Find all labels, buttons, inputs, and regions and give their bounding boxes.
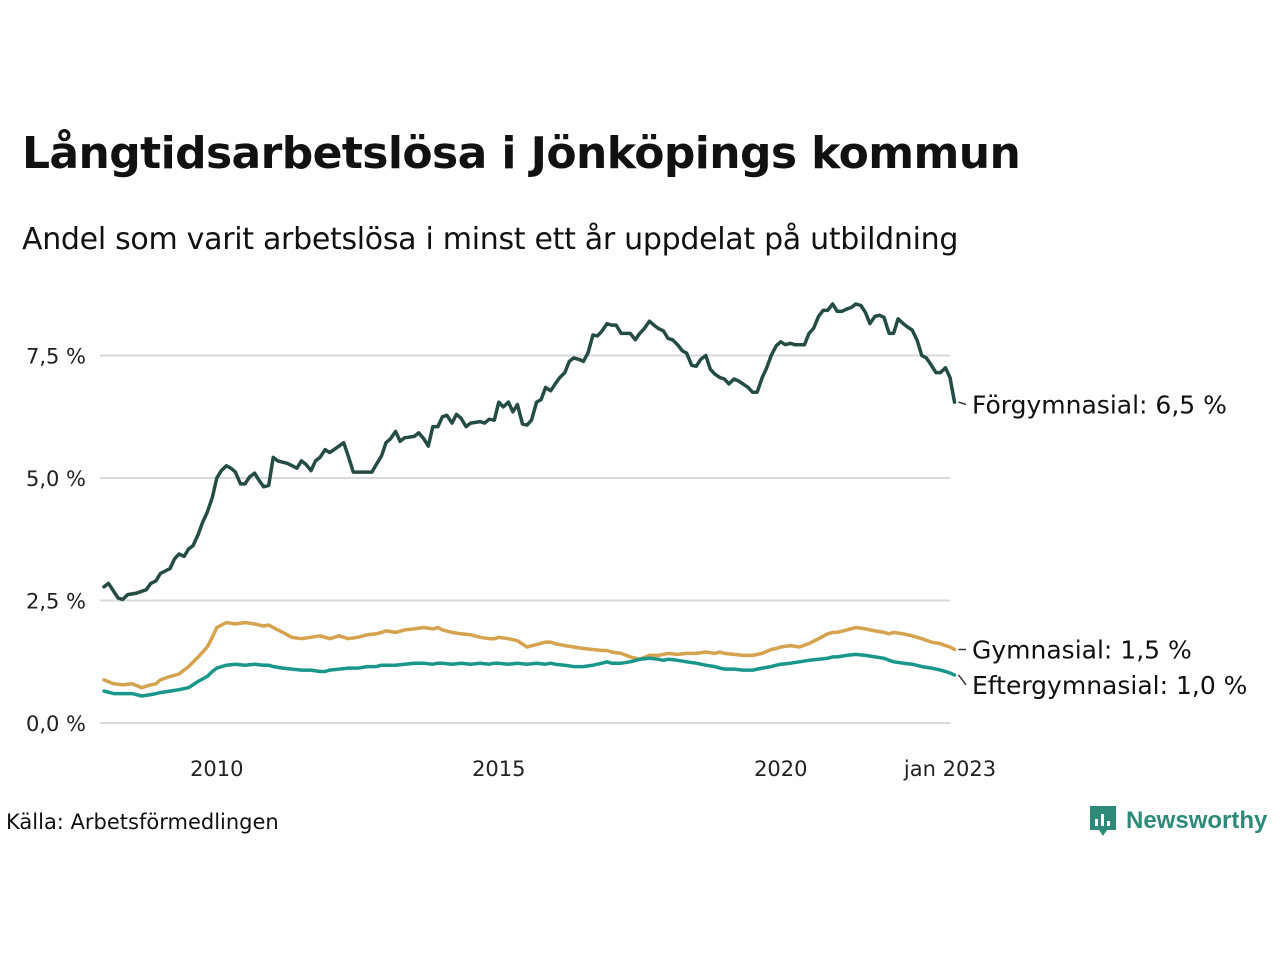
series-label: Gymnasial: 1,5 % (972, 636, 1192, 665)
source-note: Källa: Arbetsförmedlingen (6, 810, 279, 834)
series-label: Eftergymnasial: 1,0 % (972, 671, 1247, 700)
series-line (102, 652, 957, 698)
x-tick-label: 2015 (472, 757, 525, 781)
y-tick-label: 2,5 % (26, 590, 86, 614)
chart-title: Långtidsarbetslösa i Jönköpings kommun (22, 128, 1021, 179)
brand-name: Newsworthy (1126, 807, 1268, 834)
y-tick-label: 0,0 % (26, 712, 86, 736)
x-axis-labels: 2010 2015 2020 jan 2023 (190, 757, 996, 781)
y-tick-label: 7,5 % (26, 345, 86, 369)
x-tick-label: 2020 (754, 757, 807, 781)
y-tick-label: 5,0 % (26, 467, 86, 491)
series-labels: Förgymnasial: 6,5 % Gymnasial: 1,5 % Efter… (957, 391, 1247, 700)
newsworthy-logo-icon (1090, 806, 1116, 836)
series-line (102, 302, 957, 602)
label-leader-line (957, 674, 967, 686)
series-lines (102, 302, 957, 698)
x-tick-label: 2010 (190, 757, 243, 781)
series-label: Förgymnasial: 6,5 % (972, 391, 1227, 420)
x-tick-label: jan 2023 (903, 757, 996, 781)
series-line (102, 620, 957, 690)
y-axis-labels: 0,0 % 2,5 % 5,0 % 7,5 % (26, 345, 86, 737)
brand-logo[interactable]: Newsworthy (1088, 804, 1267, 838)
label-leader-line (958, 401, 967, 406)
chart-subtitle: Andel som varit arbetslösa i minst ett å… (22, 222, 959, 257)
gridlines (100, 354, 950, 724)
